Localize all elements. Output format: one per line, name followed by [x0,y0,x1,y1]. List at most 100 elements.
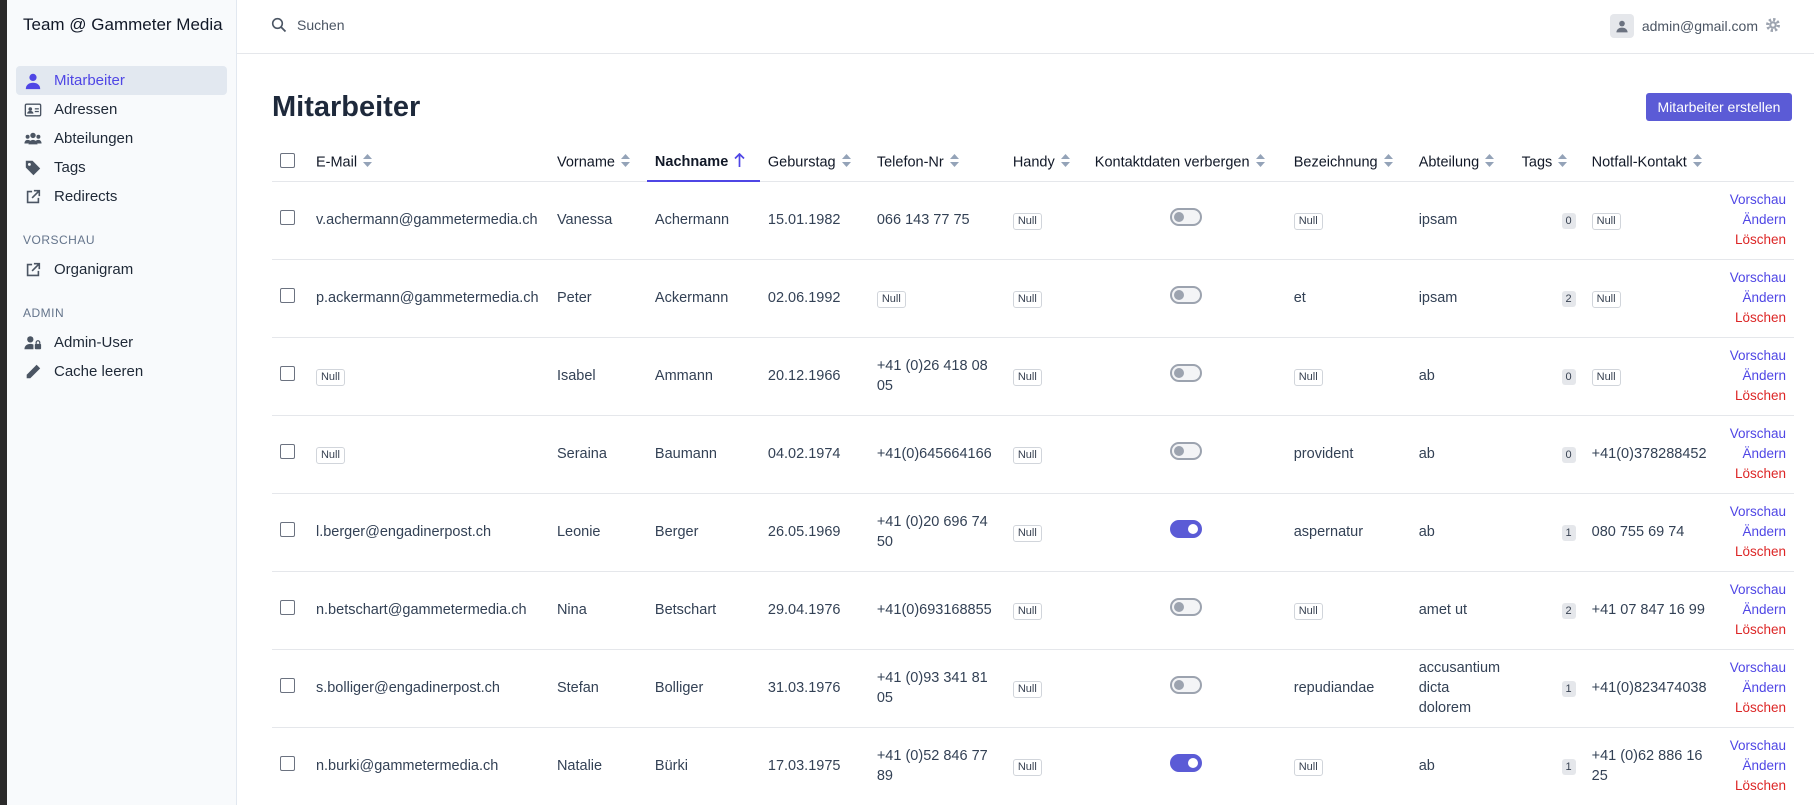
row-checkbox[interactable] [280,521,295,537]
cell-abteilung: ab [1410,415,1514,494]
cell-nachname: Ackermann [646,259,760,338]
sidebar-item-cache-leeren[interactable]: Cache leeren [16,357,227,386]
vorname-value: Nina [556,602,587,618]
delete-link[interactable]: Löschen [1734,700,1786,715]
delete-link[interactable]: Löschen [1734,388,1786,403]
sidebar-item-abteilungen[interactable]: Abteilungen [16,124,227,153]
cell-email: v.achermann@gammetermedia.ch [307,181,549,260]
edit-link[interactable]: Ändern [1742,446,1786,461]
null-badge: Null [1012,369,1042,386]
row-checkbox[interactable] [280,443,295,459]
edit-link[interactable]: Ändern [1742,758,1786,773]
table-row: Null Seraina Baumann 04.02.1974 +41(0)645664… [272,415,1794,494]
row-checkbox[interactable] [280,287,295,303]
abteilung-value: accusantium dicta dolorem [1418,660,1501,716]
delete-link[interactable]: Löschen [1734,310,1786,325]
hide-contact-toggle[interactable] [1170,286,1203,304]
hide-contact-toggle[interactable] [1170,598,1203,616]
nachname-value: Bürki [654,758,688,774]
edit-link[interactable]: Ändern [1742,290,1786,305]
delete-link[interactable]: Löschen [1734,778,1786,793]
row-checkbox[interactable] [280,365,295,381]
row-checkbox[interactable] [280,677,295,693]
row-select-cell [272,571,308,650]
sidebar-item-redirects[interactable]: Redirects [16,182,227,211]
select-all-checkbox[interactable] [280,152,295,168]
delete-link[interactable]: Löschen [1734,232,1786,247]
delete-link[interactable]: Löschen [1734,544,1786,559]
sidebar-item-adressen[interactable]: Adressen [16,95,227,124]
preview-link[interactable]: Vorschau [1729,738,1786,753]
column-header-abteilung[interactable]: Abteilung [1410,144,1514,182]
vorname-value: Vanessa [556,212,613,228]
hide-contact-toggle[interactable] [1170,208,1203,226]
column-header-notfall[interactable]: Notfall-Kontakt [1583,144,1722,182]
user-menu[interactable]: admin@gmail.com [1609,14,1758,38]
hide-contact-toggle[interactable] [1170,676,1203,694]
gear-icon[interactable] [1764,16,1782,34]
cell-geburtstag: 17.03.1975 [759,727,869,805]
row-checkbox[interactable] [280,599,295,615]
search-input[interactable] [297,12,897,38]
employee-table: E-Mail Vorname Nachname Geburstag Telefo… [272,144,1794,805]
row-checkbox[interactable] [280,755,295,771]
preview-link[interactable]: Vorschau [1729,348,1786,363]
row-select-cell [272,415,308,494]
sidebar-item-admin-user[interactable]: Admin-User [16,328,227,357]
telefon-value: +41 (0)26 418 08 05 [876,358,988,394]
cell-nachname: Baumann [646,415,760,494]
column-header-kontakt[interactable]: Kontaktdaten verbergen [1086,144,1286,182]
preview-link[interactable]: Vorschau [1729,660,1786,675]
column-header-tags[interactable]: Tags [1513,144,1584,182]
cell-vorname: Peter [548,259,647,338]
preview-link[interactable]: Vorschau [1729,426,1786,441]
create-employee-button[interactable]: Mitarbeiter erstellen [1646,93,1792,121]
column-header-geburtstag[interactable]: Geburstag [759,144,869,182]
user-icon [24,72,42,90]
cell-email: s.bolliger@engadinerpost.ch [307,649,549,728]
sidebar-item-mitarbeiter[interactable]: Mitarbeiter [16,66,227,95]
preview-link[interactable]: Vorschau [1729,504,1786,519]
email-value: p.ackermann@gammetermedia.ch [315,290,539,306]
column-header-email[interactable]: E-Mail [307,144,549,182]
cell-nachname: Betschart [646,571,760,650]
preview-link[interactable]: Vorschau [1729,582,1786,597]
hide-contact-toggle[interactable] [1170,520,1203,538]
preview-link[interactable]: Vorschau [1729,270,1786,285]
edit-link[interactable]: Ändern [1742,368,1786,383]
sidebar-item-tags[interactable]: Tags [16,153,227,182]
edit-link[interactable]: Ändern [1742,680,1786,695]
null-badge: Null [1012,681,1042,698]
column-header-bezeichnung[interactable]: Bezeichnung [1285,144,1411,182]
bezeichnung-value: provident [1293,446,1354,462]
cell-handy: Null [1004,181,1087,260]
sort-icon [363,153,373,171]
edit-link[interactable]: Ändern [1742,524,1786,539]
row-checkbox[interactable] [280,209,295,225]
telefon-value: 066 143 77 75 [876,212,970,228]
pencil-icon [24,363,42,381]
edit-link[interactable]: Ändern [1742,212,1786,227]
cell-handy: Null [1004,259,1087,338]
telefon-value: +41(0)645664166 [876,446,992,462]
edit-link[interactable]: Ändern [1742,602,1786,617]
abteilung-value: ab [1418,368,1435,384]
hide-contact-toggle[interactable] [1170,754,1203,772]
column-header-nachname[interactable]: Nachname [646,144,760,182]
nachname-value: Ammann [654,368,713,384]
delete-link[interactable]: Löschen [1734,466,1786,481]
delete-link[interactable]: Löschen [1734,622,1786,637]
hide-contact-toggle[interactable] [1170,442,1203,460]
sidebar-item-organigram[interactable]: Organigram [16,255,227,284]
null-badge: Null [1293,759,1323,776]
abteilung-value: ipsam [1418,212,1458,228]
null-badge: Null [1293,213,1323,230]
cell-email: Null [307,337,549,416]
column-header-handy[interactable]: Handy [1004,144,1087,182]
hide-contact-toggle[interactable] [1170,364,1203,382]
cell-geburtstag: 02.06.1992 [759,259,869,338]
cell-actions: Vorschau Ändern Löschen [1721,571,1794,650]
column-header-vorname[interactable]: Vorname [548,144,647,182]
column-header-telefon[interactable]: Telefon-Nr [868,144,1005,182]
preview-link[interactable]: Vorschau [1729,192,1786,207]
